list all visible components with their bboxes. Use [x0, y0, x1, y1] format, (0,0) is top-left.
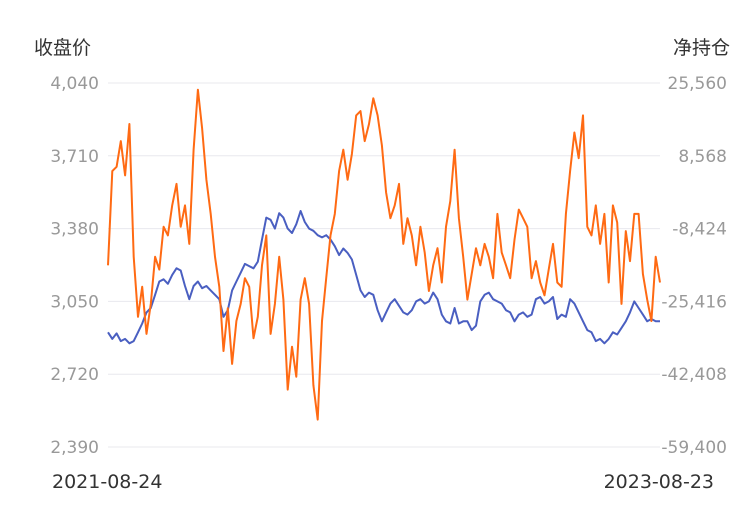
right-tick-label: -8,424 [672, 220, 727, 240]
right-tick-label: -25,416 [661, 292, 727, 312]
right-axis-ticks: 25,560 8,568 -8,424 -25,416 -42,408 -59,400 [661, 74, 727, 458]
grid-lines [108, 82, 660, 448]
left-tick-label: 2,720 [50, 365, 99, 385]
x-tick-end: 2023-08-23 [604, 471, 714, 493]
right-axis-title: 净持仓 [673, 37, 730, 59]
left-tick-label: 3,710 [50, 147, 99, 167]
left-tick-label: 2,390 [50, 438, 99, 458]
right-tick-label: -59,400 [661, 438, 727, 458]
left-axis-ticks: 4,040 3,710 3,380 3,050 2,720 2,390 [50, 74, 99, 458]
right-tick-label: 8,568 [678, 147, 727, 167]
left-axis-title: 收盘价 [34, 37, 91, 59]
left-tick-label: 3,380 [50, 220, 99, 240]
net_position-series-line [107, 88, 661, 421]
left-tick-label: 4,040 [50, 74, 99, 94]
x-tick-start: 2021-08-24 [52, 471, 162, 493]
left-tick-label: 3,050 [50, 292, 99, 312]
series-lines [107, 88, 661, 421]
right-tick-label: 25,560 [668, 74, 727, 94]
right-tick-label: -42,408 [661, 365, 727, 385]
close-series-line [107, 210, 660, 345]
